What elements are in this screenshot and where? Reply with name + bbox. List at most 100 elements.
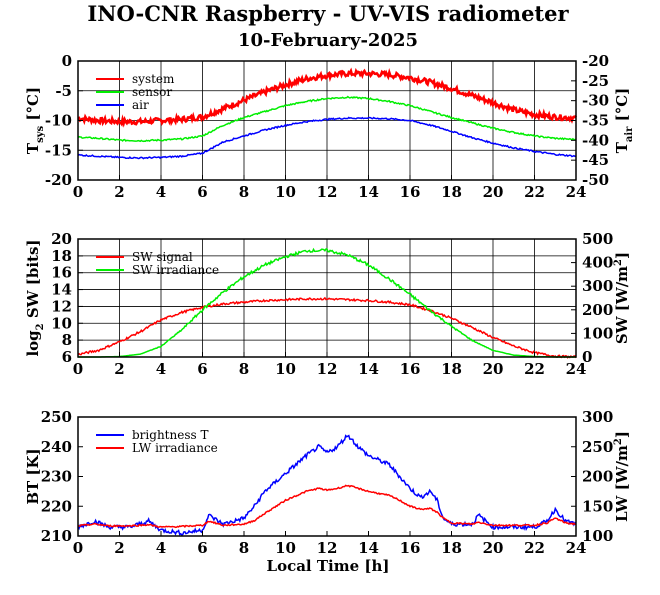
x-tick-label: 18 xyxy=(441,539,462,557)
y2-tick-label: -30 xyxy=(582,92,609,110)
legend-label: LW irradiance xyxy=(132,441,218,455)
y2-tick-label: 100 xyxy=(582,527,613,545)
y2-tick-label: -35 xyxy=(582,112,609,130)
y-tick-label: -20 xyxy=(45,171,72,189)
y2-tick-label: -45 xyxy=(582,151,609,169)
longwave-panel: 0 2 4 6 8 10 12 14 16 18 20 22 242102202302402501001… xyxy=(24,408,631,557)
x-axis-label: Local Time [h] xyxy=(267,557,390,575)
y-tick-label: -10 xyxy=(45,112,72,130)
y-tick-label: -15 xyxy=(45,141,72,159)
legend-label: system xyxy=(132,72,175,86)
x-tick-label: 22 xyxy=(524,539,545,557)
x-tick-label: 24 xyxy=(566,183,587,201)
y-tick-label: 240 xyxy=(41,438,72,456)
y-tick-label: 8 xyxy=(62,331,72,349)
x-tick-label: 24 xyxy=(566,360,587,378)
series-line-0 xyxy=(77,67,578,128)
series-line-1 xyxy=(78,247,576,358)
x-tick-label: 20 xyxy=(483,360,504,378)
figure-title: INO-CNR Raspberry - UV-VIS radiometer xyxy=(87,1,569,26)
y-axis-label: BT [K] xyxy=(24,448,42,504)
y-tick-label: 18 xyxy=(51,247,72,265)
x-tick-label: 18 xyxy=(441,360,462,378)
series-line-1 xyxy=(77,484,576,529)
y2-tick-label: -50 xyxy=(582,171,609,189)
y-tick-label: 14 xyxy=(51,281,72,299)
x-tick-label: 22 xyxy=(524,360,545,378)
figure-subtitle: 10-February-2025 xyxy=(238,30,418,51)
y2-axis-label: SW [W/m2] xyxy=(613,252,631,344)
x-tick-label: 0 xyxy=(73,183,83,201)
x-tick-label: 6 xyxy=(197,360,207,378)
x-tick-label: 14 xyxy=(358,539,379,557)
y-tick-label: 250 xyxy=(41,408,72,426)
y-tick-label: 220 xyxy=(41,497,72,515)
series-line-1 xyxy=(77,95,577,143)
x-tick-label: 8 xyxy=(239,539,249,557)
legend-label: sensor xyxy=(132,85,172,99)
y2-tick-label: 200 xyxy=(582,468,613,486)
x-tick-label: 2 xyxy=(114,360,124,378)
y2-tick-label: -25 xyxy=(582,72,609,90)
y2-tick-label: 500 xyxy=(582,230,613,248)
x-tick-label: 16 xyxy=(400,360,421,378)
y-tick-label: 210 xyxy=(41,527,72,545)
series-line-0 xyxy=(77,296,577,359)
x-tick-label: 16 xyxy=(400,539,421,557)
legend-label: SW signal xyxy=(132,250,193,264)
x-tick-label: 8 xyxy=(239,183,249,201)
y-tick-label: -5 xyxy=(55,82,72,100)
y2-tick-label: 300 xyxy=(582,277,613,295)
x-tick-label: 24 xyxy=(566,539,587,557)
x-tick-label: 12 xyxy=(317,539,338,557)
y2-tick-label: 200 xyxy=(582,301,613,319)
shortwave-panel: 0 2 4 6 8 10 12 14 16 18 20 22 246810121416182001002… xyxy=(24,230,631,378)
x-tick-label: 12 xyxy=(317,183,338,201)
y2-tick-label: -20 xyxy=(582,52,609,70)
x-tick-label: 10 xyxy=(275,183,296,201)
x-tick-label: 0 xyxy=(73,539,83,557)
legend-label: air xyxy=(132,98,149,112)
y2-tick-label: 100 xyxy=(582,324,613,342)
x-tick-label: 2 xyxy=(114,539,124,557)
y-tick-label: 20 xyxy=(51,230,72,248)
x-tick-label: 14 xyxy=(358,183,379,201)
x-tick-label: 4 xyxy=(156,183,166,201)
y-tick-label: 230 xyxy=(41,468,72,486)
x-tick-label: 4 xyxy=(156,360,166,378)
x-tick-label: 20 xyxy=(483,539,504,557)
y2-axis-label: LW [W/m2] xyxy=(613,431,631,522)
x-tick-label: 4 xyxy=(156,539,166,557)
y-tick-label: 0 xyxy=(62,52,72,70)
x-tick-label: 18 xyxy=(441,183,462,201)
y-axis-label: Tsys [°C] xyxy=(24,87,46,154)
x-tick-label: 6 xyxy=(197,183,207,201)
y2-tick-label: 250 xyxy=(582,438,613,456)
series-line-2 xyxy=(77,116,577,160)
x-tick-label: 10 xyxy=(275,539,296,557)
x-tick-label: 10 xyxy=(275,360,296,378)
x-tick-label: 0 xyxy=(73,360,83,378)
x-tick-label: 8 xyxy=(239,360,249,378)
y2-tick-label: 0 xyxy=(582,348,592,366)
y-tick-label: 10 xyxy=(51,314,72,332)
x-tick-label: 6 xyxy=(197,539,207,557)
y-tick-label: 6 xyxy=(62,348,72,366)
legend-label: brightness T xyxy=(132,428,208,442)
y2-tick-label: -40 xyxy=(582,131,609,149)
y2-axis-label: Tair [°C] xyxy=(613,88,635,154)
y2-tick-label: 400 xyxy=(582,254,613,272)
x-tick-label: 2 xyxy=(114,183,124,201)
legend-label: SW irradiance xyxy=(132,263,219,277)
x-tick-label: 22 xyxy=(524,183,545,201)
x-tick-label: 20 xyxy=(483,183,504,201)
x-tick-label: 16 xyxy=(400,183,421,201)
y2-tick-label: 150 xyxy=(582,497,613,515)
y-tick-label: 12 xyxy=(51,297,72,315)
x-tick-label: 14 xyxy=(358,360,379,378)
y-axis-label: log2 SW [bits] xyxy=(24,239,46,356)
temperature-panel: 0 2 4 6 8 10 12 14 16 18 20 22 24-20-15-10-50-50-45-… xyxy=(24,52,635,201)
y-tick-label: 16 xyxy=(51,264,72,282)
x-tick-label: 12 xyxy=(317,360,338,378)
